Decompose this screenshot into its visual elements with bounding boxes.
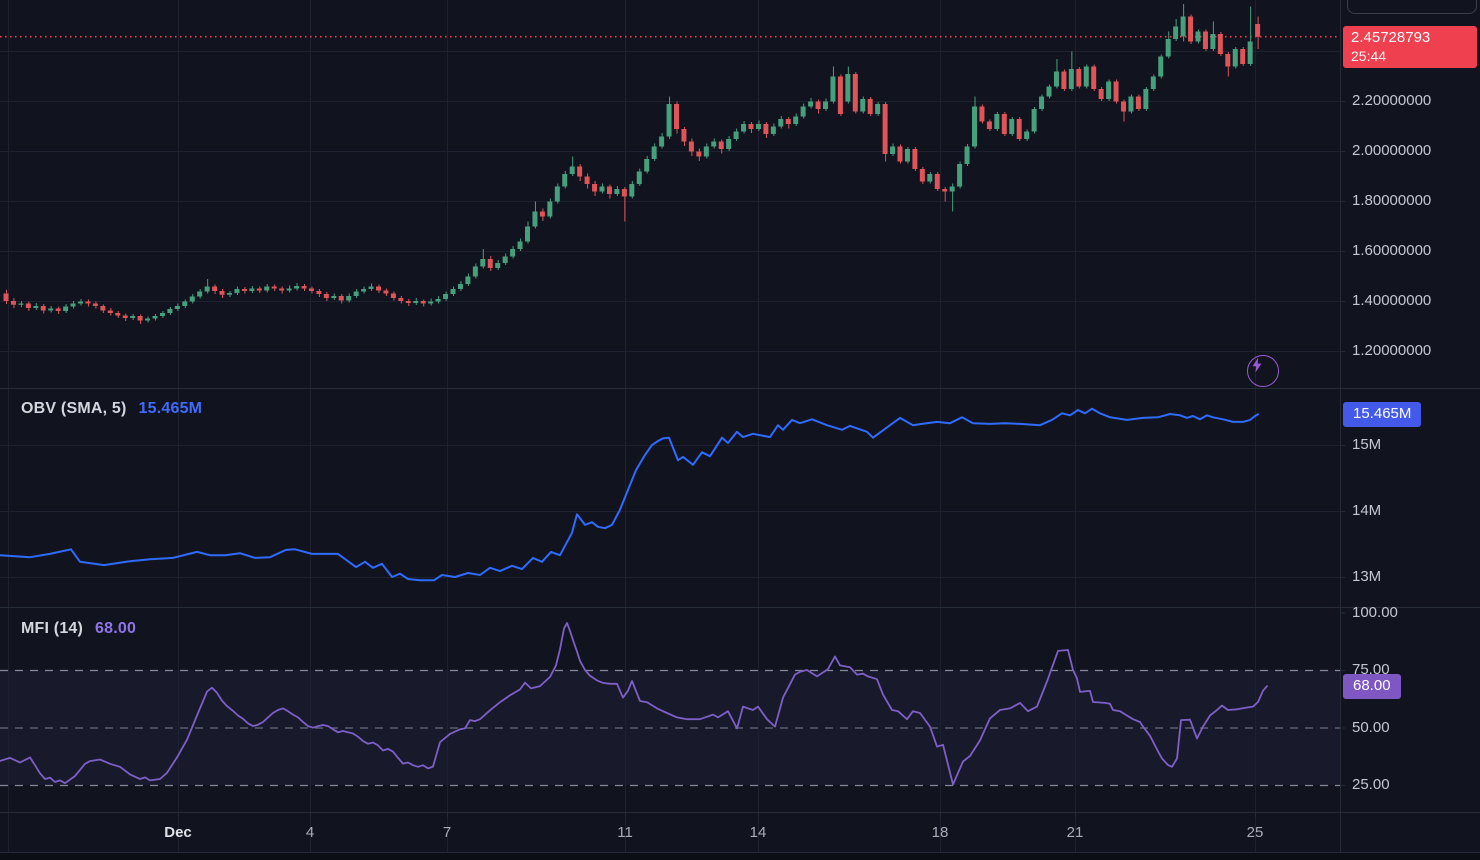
time-axis-label: 11 [617, 824, 633, 841]
obv-legend-value: 15.465M [138, 400, 203, 417]
price-axis-label: 1.80000000 [1352, 192, 1432, 209]
bar-countdown: 25:44 [1351, 47, 1387, 64]
time-axis-label: 7 [442, 824, 452, 841]
obv-axis-label: 13M [1352, 568, 1382, 585]
mfi-legend-value: 68.00 [95, 620, 137, 637]
price-axis-label: 1.60000000 [1352, 242, 1432, 259]
mfi-axis-label: 50.00 [1352, 718, 1390, 736]
time-axis-label: 14 [749, 824, 767, 841]
lightning-button[interactable] [1247, 355, 1279, 387]
time-axis-label: 21 [1066, 824, 1084, 841]
price-axis-label: 2.00000000 [1352, 142, 1432, 159]
time-axis-label: 25 [1246, 824, 1264, 841]
time-axis-label: Dec [164, 824, 192, 841]
price-axis-label: 2.20000000 [1352, 92, 1432, 109]
obv-legend-label: OBV (SMA, 5) [21, 400, 127, 417]
time-axis-label: 18 [931, 824, 949, 841]
current-price-badge: 2.45728793 25:44 [1343, 26, 1477, 69]
mfi-axis-label: 100.00 [1352, 603, 1398, 621]
mfi-axis-label: 75.00 [1352, 661, 1390, 678]
mfi-axis-label: 25.00 [1352, 776, 1390, 793]
obv-legend[interactable]: OBV (SMA, 5) 15.465M [21, 400, 202, 418]
current-price-value: 2.45728793 [1351, 29, 1431, 46]
time-axis-label: 4 [305, 824, 315, 841]
obv-axis-label: 14M [1352, 502, 1382, 519]
obv-value-badge: 15.465M [1343, 402, 1422, 428]
toolbar-fragment [1347, 0, 1477, 14]
mfi-legend-label: MFI (14) [21, 620, 84, 637]
obv-axis-label: 15M [1352, 436, 1382, 453]
price-axis-label: 1.20000000 [1352, 342, 1432, 359]
mfi-legend[interactable]: MFI (14) 68.00 [21, 620, 136, 638]
lightning-icon [1252, 357, 1262, 373]
price-axis-label: 1.40000000 [1352, 292, 1432, 309]
mfi-value-badge: 68.00 [1343, 674, 1401, 699]
